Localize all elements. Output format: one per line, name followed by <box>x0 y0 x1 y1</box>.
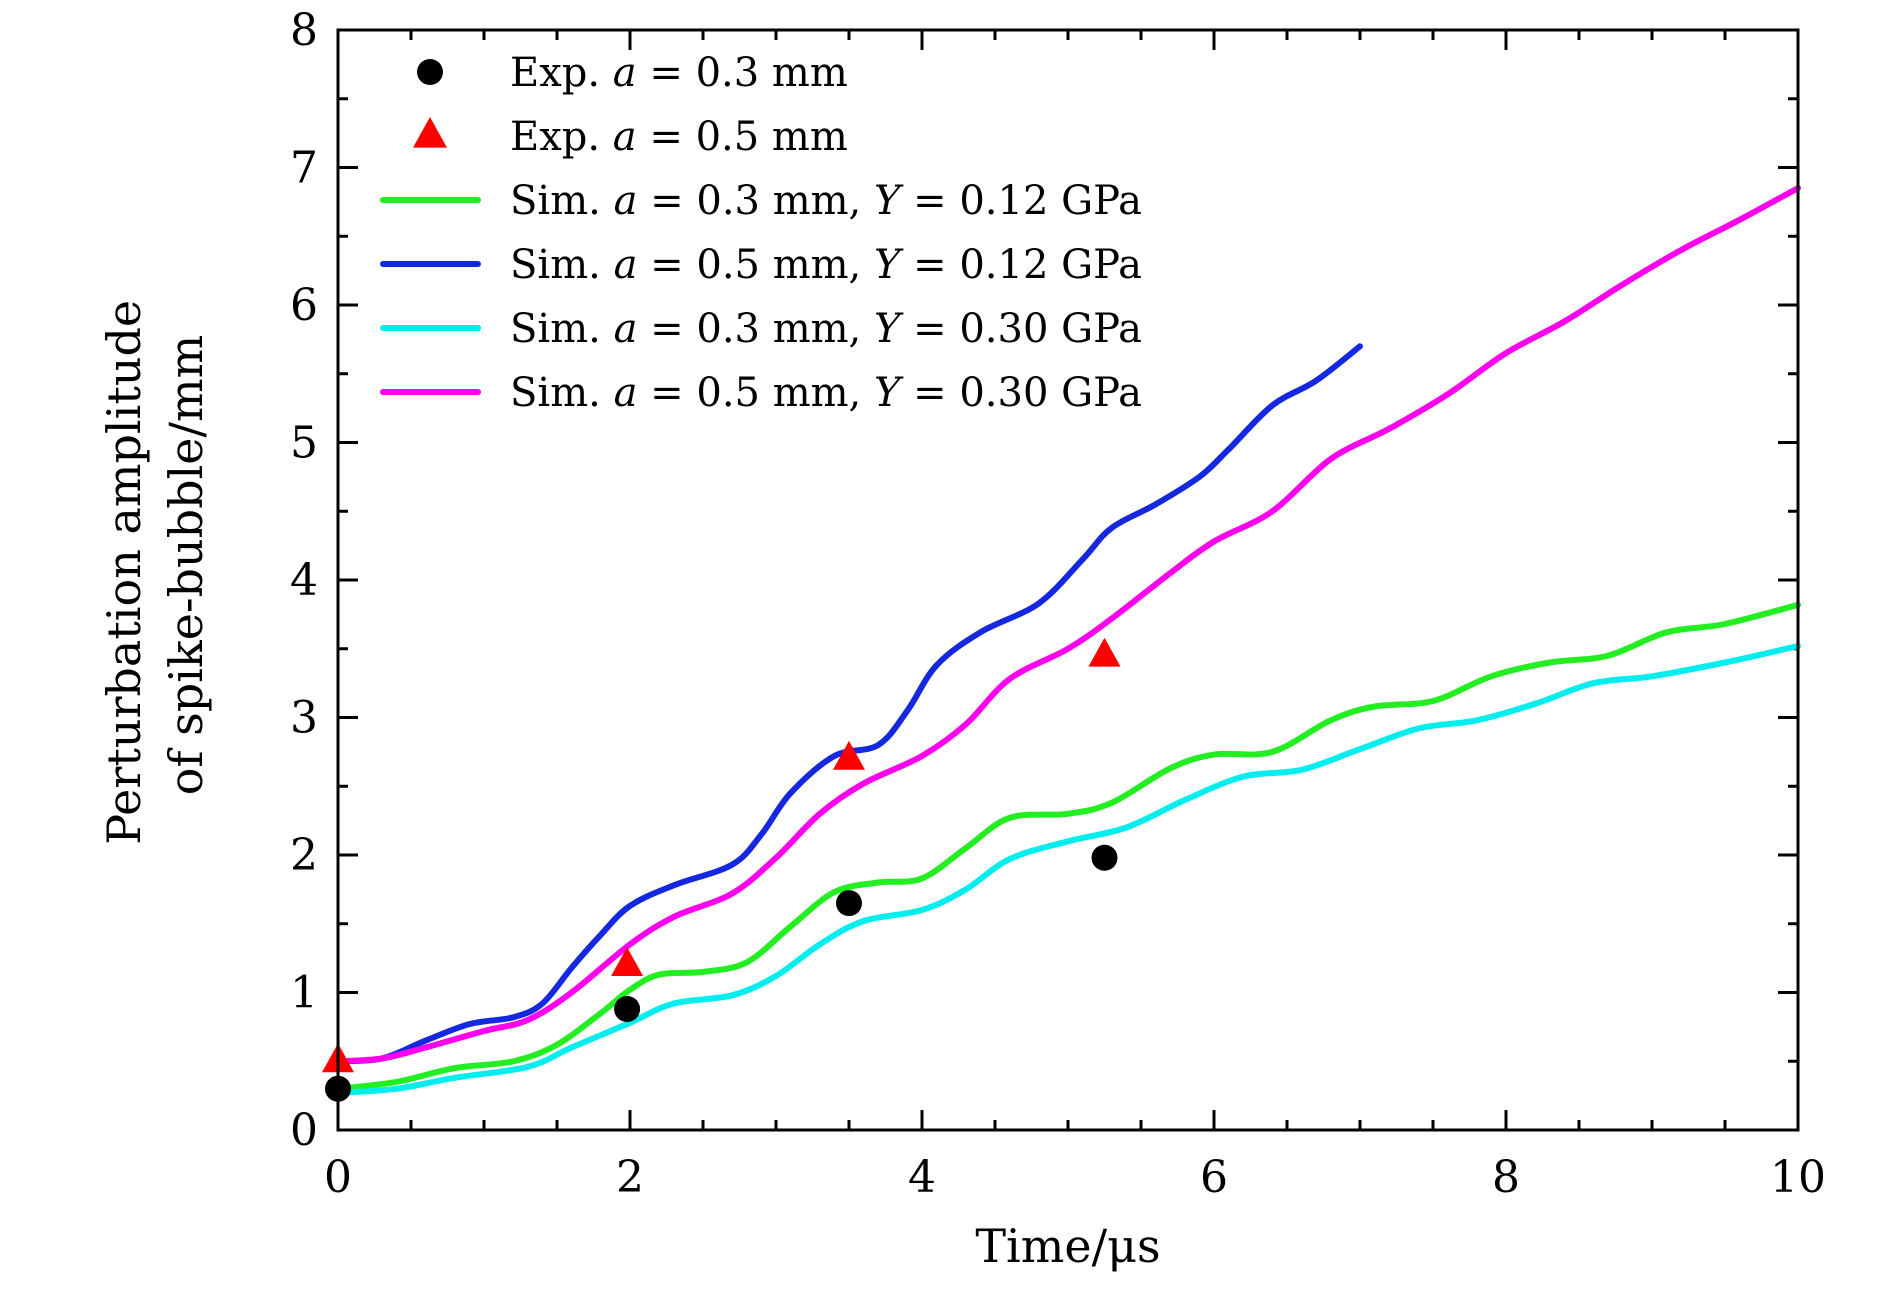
x-axis-title: Time/μs <box>975 1219 1160 1273</box>
x-tick-label: 6 <box>1200 1152 1228 1203</box>
x-tick-label: 2 <box>616 1152 644 1203</box>
legend-text-part: = 0.5 mm <box>637 114 848 160</box>
data-point-circle <box>1091 844 1118 871</box>
legend-entry-label: Sim. a = 0.3 mm, Y = 0.12 GPa <box>510 178 1142 224</box>
data-point-triangle <box>1088 637 1121 667</box>
x-tick-label: 4 <box>908 1152 936 1203</box>
plot-series <box>322 185 1801 1102</box>
legend-marker-triangle <box>413 117 447 148</box>
legend-text-part: Sim. <box>510 242 614 288</box>
data-point-triangle <box>833 740 865 770</box>
legend-text-part: = 0.3 mm, <box>637 178 874 224</box>
legend-text-part: = 0.12 GPa <box>900 178 1142 224</box>
y-tick-label: 3 <box>290 693 318 744</box>
legend-text-part: Sim. <box>510 306 614 352</box>
legend-italic-symbol: Y <box>874 306 904 352</box>
legend-italic-symbol: Y <box>874 370 904 416</box>
legend-text-part: Exp. <box>510 114 613 160</box>
legend-italic-symbol: a <box>614 242 638 288</box>
legend-text-part: Exp. <box>510 50 613 96</box>
legend-text-part: Sim. <box>510 370 614 416</box>
legend-text-part: = 0.3 mm <box>637 50 848 96</box>
legend-italic-symbol: a <box>613 50 637 96</box>
legend-italic-symbol: a <box>614 306 638 352</box>
legend-entry-label: Exp. a = 0.3 mm <box>510 50 848 96</box>
y-tick-label: 2 <box>290 830 318 881</box>
y-tick-label: 5 <box>290 418 318 469</box>
y-axis-title: Perturbation amplitude of spike-bubble/m… <box>97 285 213 845</box>
data-point-triangle <box>611 947 644 976</box>
legend-italic-symbol: Y <box>874 178 904 224</box>
series-line-2 <box>335 601 1801 1092</box>
plot-frame <box>336 28 1800 1132</box>
y-tick-label: 6 <box>290 280 318 331</box>
legend-text-part: = 0.30 GPa <box>900 370 1142 416</box>
legend-italic-symbol: a <box>613 114 637 160</box>
legend-line-marker <box>427 325 433 331</box>
y-tick-label: 7 <box>290 143 318 194</box>
series-line-4 <box>335 643 1801 1096</box>
legend-text-part: = 0.5 mm, <box>637 242 874 288</box>
legend-entry-label: Sim. a = 0.3 mm, Y = 0.30 GPa <box>510 306 1142 352</box>
x-tick-label: 10 <box>1770 1152 1826 1203</box>
series-line-3 <box>335 343 1363 1065</box>
legend-entry-label: Sim. a = 0.5 mm, Y = 0.30 GPa <box>510 370 1142 416</box>
y-axis-title-line-2: of spike-bubble/mm <box>159 335 213 795</box>
legend-text-part: = 0.3 mm, <box>637 306 874 352</box>
legend-entry-label: Sim. a = 0.5 mm, Y = 0.12 GPa <box>510 242 1142 288</box>
legend-text-part: Sim. <box>510 178 614 224</box>
x-tick-label: 8 <box>1492 1152 1520 1203</box>
y-tick-label: 1 <box>290 968 318 1019</box>
y-tick-label: 0 <box>290 1105 318 1156</box>
data-point-circle <box>614 996 641 1022</box>
y-axis-title-line-1: Perturbation amplitude <box>97 300 151 845</box>
legend-italic-symbol: Y <box>874 242 904 288</box>
legend-line-marker <box>427 389 433 395</box>
legend-italic-symbol: a <box>614 370 638 416</box>
legend-line-marker <box>427 197 433 203</box>
y-tick-label: 4 <box>290 555 318 606</box>
legend-italic-symbol: a <box>614 178 638 224</box>
tick-labels: 0 2 4 6 8 10 0 1 2 3 4 5 6 7 8 <box>290 5 1826 1203</box>
y-tick-label: 8 <box>290 5 318 56</box>
data-point-circle <box>836 890 862 917</box>
x-tick-label: 0 <box>324 1152 352 1203</box>
legend-marker-circle <box>417 59 443 85</box>
legend-line-marker <box>427 261 433 267</box>
legend-text-part: = 0.5 mm, <box>637 370 874 416</box>
legend-text-part: = 0.12 GPa <box>900 242 1142 288</box>
legend-text-part: = 0.30 GPa <box>900 306 1142 352</box>
series-line-5 <box>335 185 1801 1065</box>
legend-entry-label: Exp. a = 0.5 mm <box>510 114 848 160</box>
